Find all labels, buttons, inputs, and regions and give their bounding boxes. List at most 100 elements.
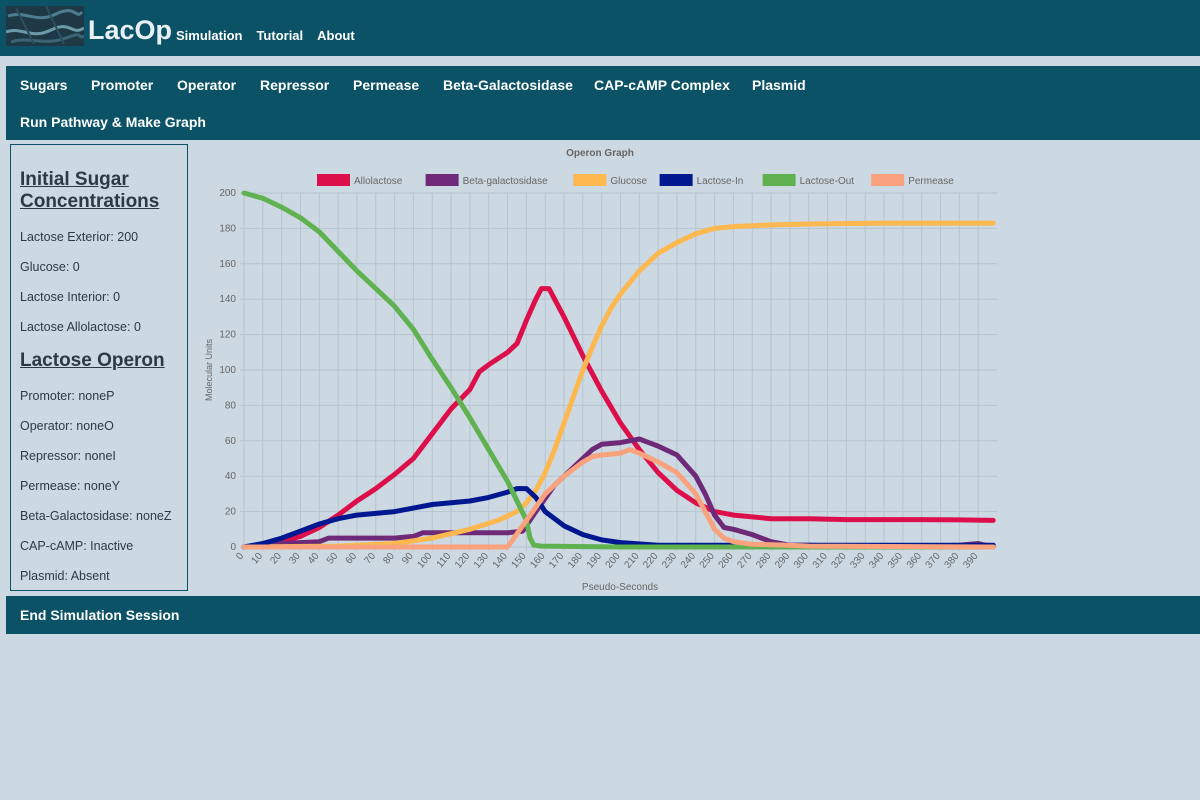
x-tick-label: 360	[905, 551, 924, 571]
plasmid-value: Plasmid: Absent	[20, 569, 110, 583]
nav-promoter[interactable]: Promoter	[91, 77, 154, 93]
x-tick-label: 40	[306, 551, 322, 567]
x-tick-label: 250	[698, 551, 717, 571]
logo-image[interactable]	[6, 6, 84, 46]
x-tick-label: 350	[886, 551, 905, 571]
series-line	[241, 486, 996, 550]
x-tick-label: 60	[344, 551, 360, 567]
y-tick-label: 180	[219, 223, 236, 234]
x-tick-label: 390	[961, 551, 980, 571]
y-tick-label: 120	[219, 330, 236, 341]
nav-tutorial[interactable]: Tutorial	[256, 28, 304, 43]
legend-swatch	[573, 174, 607, 186]
x-tick-label: 80	[381, 551, 397, 567]
run-pathway-button[interactable]: Run Pathway & Make Graph	[20, 114, 206, 130]
x-tick-label: 90	[400, 551, 416, 567]
nav-permease[interactable]: Permease	[353, 77, 420, 93]
x-axis-label: Pseudo-Seconds	[582, 582, 658, 593]
operator-value: Operator: noneO	[20, 419, 114, 433]
legend-swatch	[762, 174, 796, 186]
x-tick-label: 300	[792, 551, 811, 571]
legend-label: Beta-galactosidase	[463, 176, 548, 187]
chart-title: Operon Graph	[566, 148, 634, 159]
x-tick-label: 140	[491, 551, 510, 571]
y-tick-label: 80	[225, 400, 237, 411]
beta-galactosidase-value: Beta-Galactosidase: noneZ	[20, 509, 172, 523]
legend-label: Lactose-Out	[800, 176, 855, 187]
legend-label: Permease	[908, 176, 954, 187]
x-tick-label: 30	[287, 551, 303, 567]
x-tick-label: 50	[325, 551, 341, 567]
y-tick-label: 100	[219, 365, 236, 376]
y-tick-label: 0	[230, 542, 236, 553]
legend-swatch	[871, 174, 905, 186]
y-tick-label: 60	[225, 436, 237, 447]
x-tick-label: 100	[415, 551, 434, 571]
settings-sidebar: Initial Sugar Concentrations Lactose Ext…	[10, 144, 188, 591]
legend-label: Allolactose	[354, 176, 403, 187]
series-line	[241, 220, 996, 550]
x-tick-label: 150	[510, 551, 529, 571]
series-line	[241, 190, 996, 550]
x-tick-label: 20	[268, 551, 284, 567]
y-tick-label: 140	[219, 294, 236, 305]
y-tick-label: 40	[225, 471, 237, 482]
x-tick-label: 380	[942, 551, 961, 571]
x-tick-label: 340	[867, 551, 886, 571]
x-tick-label: 280	[754, 551, 773, 571]
legend-label: Lactose-In	[697, 176, 744, 187]
y-tick-label: 20	[225, 507, 237, 518]
nav-simulation[interactable]: Simulation	[176, 28, 243, 43]
series-line	[241, 286, 996, 550]
lactose-allolactose-value: Lactose Allolactose: 0	[20, 320, 141, 334]
legend-label: Glucose	[610, 176, 647, 187]
header-bar: LacOp Simulation Tutorial About	[0, 0, 1200, 56]
main-nav: Sugars Promoter Operator Repressor Perme…	[6, 66, 1200, 140]
x-tick-label: 0	[234, 551, 246, 563]
glucose-value: Glucose: 0	[20, 260, 80, 274]
permease-value: Permease: noneY	[20, 479, 121, 493]
y-tick-label: 200	[219, 188, 236, 199]
x-tick-label: 180	[566, 551, 585, 571]
nav-about[interactable]: About	[317, 28, 355, 43]
x-tick-label: 320	[830, 551, 849, 571]
promoter-value: Promoter: noneP	[20, 389, 115, 403]
nav-beta-galactosidase[interactable]: Beta-Galactosidase	[443, 77, 573, 93]
x-tick-label: 290	[773, 551, 792, 571]
repressor-value: Repressor: noneI	[20, 449, 116, 463]
nav-repressor[interactable]: Repressor	[260, 77, 330, 93]
x-tick-label: 270	[735, 551, 754, 571]
x-tick-label: 170	[547, 551, 566, 571]
nav-plasmid[interactable]: Plasmid	[752, 77, 806, 93]
x-tick-label: 190	[585, 551, 604, 571]
end-session-button[interactable]: End Simulation Session	[20, 607, 180, 623]
top-nav: Simulation Tutorial About	[176, 28, 355, 43]
x-tick-label: 210	[622, 551, 641, 571]
x-tick-label: 240	[679, 551, 698, 571]
x-tick-label: 70	[362, 551, 378, 567]
x-tick-label: 220	[641, 551, 660, 571]
x-tick-label: 160	[528, 551, 547, 571]
nav-operator[interactable]: Operator	[177, 77, 237, 93]
series-line	[241, 447, 996, 550]
cap-camp-value: CAP-cAMP: Inactive	[20, 539, 134, 553]
footer-bar: End Simulation Session	[6, 596, 1200, 634]
x-tick-label: 310	[811, 551, 830, 571]
nav-cap-camp-complex[interactable]: CAP-cAMP Complex	[594, 77, 730, 93]
sugar-heading: Initial Sugar Concentrations	[20, 169, 160, 212]
lactose-interior-value: Lactose Interior: 0	[20, 290, 121, 304]
legend-swatch	[425, 174, 459, 186]
x-tick-label: 260	[717, 551, 736, 571]
brand-title[interactable]: LacOp	[88, 15, 173, 45]
x-tick-label: 120	[453, 551, 472, 571]
x-tick-label: 10	[250, 551, 266, 567]
y-tick-label: 160	[219, 259, 236, 270]
x-tick-label: 370	[924, 551, 943, 571]
x-tick-label: 230	[660, 551, 679, 571]
legend-swatch	[317, 174, 350, 186]
operon-heading: Lactose Operon	[20, 350, 165, 371]
lactose-exterior-value: Lactose Exterior: 200	[20, 230, 139, 244]
nav-sugars[interactable]: Sugars	[20, 77, 68, 93]
x-tick-label: 110	[435, 551, 454, 571]
